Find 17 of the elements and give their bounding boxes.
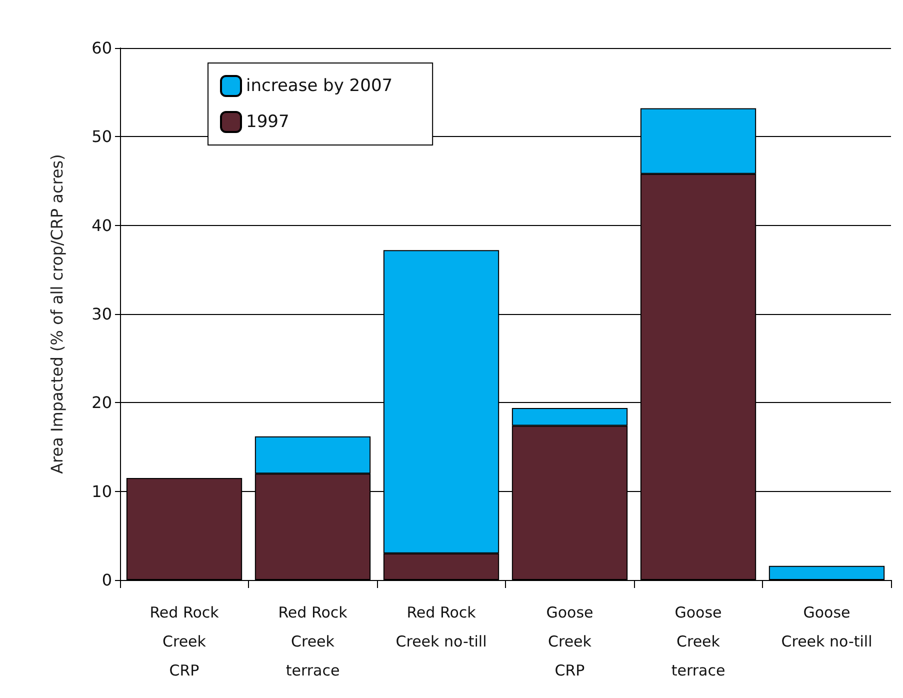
legend-label: increase by 2007 xyxy=(246,76,393,96)
x-tick-label: Goose Creek no-till xyxy=(781,604,872,650)
y-tick-label: 40 xyxy=(92,216,112,235)
y-tick-label: 50 xyxy=(92,127,112,146)
x-tick-label: Red Rock Creek terrace xyxy=(278,604,348,680)
legend-label: 1997 xyxy=(246,112,290,132)
y-axis-title: Area Impacted (% of all crop/CRP acres) xyxy=(48,154,66,474)
y-tick-label: 60 xyxy=(92,38,112,58)
y-tick-label: 0 xyxy=(102,570,112,590)
x-tick-label: Red Rock Creek no-till xyxy=(396,604,487,650)
y-tick-label: 10 xyxy=(92,482,112,501)
x-tick-label: Goose Creek terrace xyxy=(671,604,726,680)
bar xyxy=(768,566,885,580)
x-tick-label: Red Rock Creek CRP xyxy=(150,604,220,680)
y-tick-label: 30 xyxy=(92,304,112,324)
x-tick-label: Goose Creek CRP xyxy=(546,604,594,680)
y-tick-label: 20 xyxy=(92,393,112,412)
